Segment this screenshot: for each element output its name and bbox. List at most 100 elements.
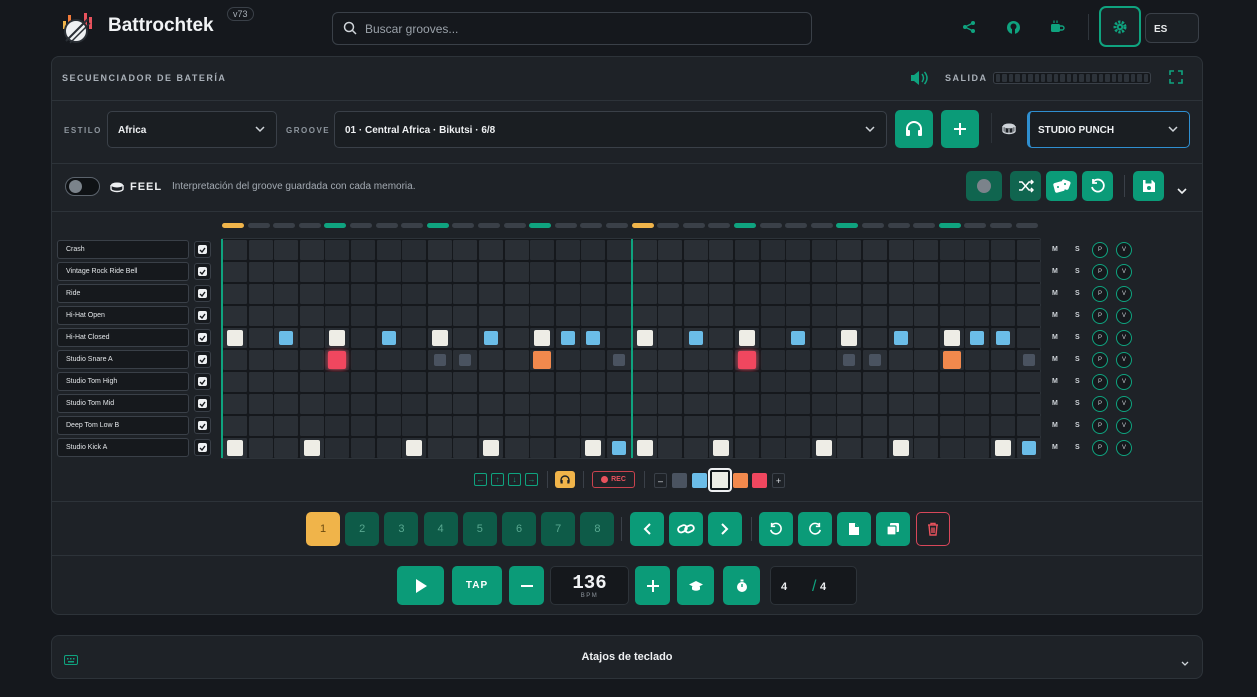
bpm-decrease-button[interactable] [509,566,544,605]
step-cell[interactable] [709,262,734,282]
step-cell[interactable] [658,284,683,304]
shortcuts-panel[interactable]: Atajos de teclado [51,635,1203,679]
track-name[interactable]: Studio Tom Mid [57,394,189,413]
step-cell[interactable] [863,438,887,458]
step-cell[interactable] [299,394,324,414]
step-cell[interactable] [607,306,631,326]
share-icon[interactable] [958,16,980,38]
step-cell[interactable] [760,284,785,304]
step-cell[interactable] [760,306,785,326]
step-note[interactable] [613,354,625,366]
step-cell[interactable] [351,416,375,436]
velocity-ghost-swatch[interactable] [672,473,687,488]
step-cell[interactable] [376,240,401,260]
step-cell[interactable] [274,394,299,414]
step-cell[interactable] [786,262,811,282]
step-cell[interactable] [888,284,913,304]
step-cell[interactable] [351,372,375,392]
step-note[interactable] [893,331,908,345]
pan-knob[interactable]: P [1092,242,1108,258]
pan-knob[interactable]: P [1092,286,1108,302]
step-cell[interactable] [479,240,503,260]
step-cell[interactable] [683,350,708,370]
step-cell[interactable] [581,372,606,392]
step-cell[interactable] [760,438,785,458]
pan-knob[interactable]: P [1092,352,1108,368]
step-cell[interactable] [555,240,580,260]
style-select[interactable]: Africa [107,111,277,148]
pan-knob[interactable]: P [1092,264,1108,280]
step-cell[interactable] [299,262,324,282]
mute-button[interactable]: M [1052,422,1058,429]
step-cell[interactable] [658,240,683,260]
step-cell[interactable] [479,416,503,436]
step-cell[interactable] [786,438,811,458]
step-cell[interactable] [274,240,299,260]
step-note[interactable] [586,331,601,345]
step-note[interactable] [943,330,960,346]
step-note[interactable] [227,440,243,456]
step-cell[interactable] [991,372,1015,392]
step-cell[interactable] [837,306,862,326]
step-cell[interactable] [325,306,350,326]
step-cell[interactable] [325,372,350,392]
step-cell[interactable] [504,350,529,370]
step-cell[interactable] [658,262,683,282]
step-cell[interactable] [299,240,324,260]
save-feel-button[interactable] [1133,171,1164,201]
memory-slot-5[interactable]: 5 [462,512,497,546]
step-cell[interactable] [837,394,862,414]
coffee-icon[interactable] [1046,16,1068,38]
step-cell[interactable] [683,240,708,260]
step-cell[interactable] [786,306,811,326]
step-cell[interactable] [939,394,964,414]
step-cell[interactable] [786,416,811,436]
step-cell[interactable] [376,372,401,392]
step-note[interactable] [942,351,961,369]
step-cell[interactable] [939,416,964,436]
add-groove-button[interactable] [941,110,979,148]
step-note[interactable] [739,330,755,346]
step-cell[interactable] [863,262,887,282]
solo-button[interactable]: S [1075,290,1080,297]
shift-up-button[interactable]: ↑ [491,473,504,486]
solo-button[interactable]: S [1075,312,1080,319]
chevron-down-icon[interactable] [1177,182,1187,200]
velocity-increase-button[interactable]: + [772,473,785,488]
step-cell[interactable] [402,328,427,348]
step-cell[interactable] [683,262,708,282]
step-cell[interactable] [683,394,708,414]
step-cell[interactable] [427,438,452,458]
step-cell[interactable] [376,306,401,326]
memory-slot-7[interactable]: 7 [541,512,576,546]
practice-mode-button[interactable] [677,566,714,605]
memory-slot-8[interactable]: 8 [580,512,615,546]
step-note[interactable] [996,331,1010,345]
step-cell[interactable] [479,284,503,304]
step-cell[interactable] [760,350,785,370]
step-cell[interactable] [504,306,529,326]
step-cell[interactable] [683,438,708,458]
step-cell[interactable] [939,438,964,458]
rec-button[interactable]: REC [592,471,635,488]
prev-memory-button[interactable] [630,512,664,546]
step-cell[interactable] [325,438,350,458]
step-note[interactable] [791,331,806,345]
step-cell[interactable] [965,416,990,436]
step-cell[interactable] [427,372,452,392]
step-cell[interactable] [274,306,299,326]
volume-knob[interactable]: V [1116,374,1132,390]
step-cell[interactable] [453,328,478,348]
step-cell[interactable] [632,284,657,304]
pan-knob[interactable]: P [1092,374,1108,390]
step-cell[interactable] [914,372,939,392]
mute-button[interactable]: M [1052,268,1058,275]
step-cell[interactable] [863,394,887,414]
step-cell[interactable] [479,350,503,370]
step-cell[interactable] [402,284,427,304]
step-cell[interactable] [1016,262,1041,282]
step-cell[interactable] [709,284,734,304]
step-cell[interactable] [299,372,324,392]
step-cell[interactable] [223,416,247,436]
step-cell[interactable] [709,394,734,414]
